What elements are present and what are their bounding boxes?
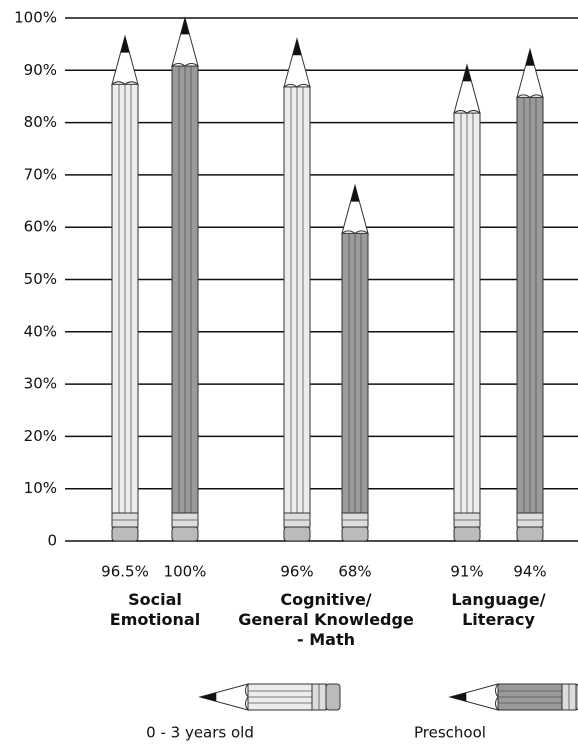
y-tick-label: 50%	[24, 270, 57, 288]
y-tick-label: 60%	[24, 218, 57, 236]
value-label: 100%	[164, 563, 207, 581]
y-tick-label: 100%	[14, 9, 57, 27]
y-tick-label: 0	[47, 532, 57, 550]
y-tick-label: 10%	[24, 479, 57, 497]
value-label: 94%	[513, 563, 546, 581]
legend-label: 0 - 3 years old	[146, 724, 254, 742]
legend-label: Preschool	[414, 724, 486, 742]
pencil-eraser	[284, 527, 310, 541]
y-tick-label: 20%	[24, 427, 57, 445]
pencil-eraser	[517, 527, 543, 541]
y-tick-label: 90%	[24, 61, 57, 79]
y-tick-label: 80%	[24, 113, 57, 131]
bar	[342, 185, 368, 541]
bar	[172, 18, 198, 541]
pencil-lead	[463, 65, 472, 81]
chart: 0 10% 20% 30% 40% 50% 60% 70% 80% 90% 100% 96.5% 100…	[0, 0, 578, 747]
pencil-lead	[293, 39, 302, 55]
legend-swatch	[200, 684, 340, 710]
y-tick-label: 40%	[24, 322, 57, 340]
pencil-eraser	[454, 527, 480, 541]
pencil-lead	[200, 693, 216, 702]
bar	[454, 65, 480, 541]
pencil-lead	[121, 36, 130, 52]
bar	[112, 36, 138, 541]
pencil-eraser	[112, 527, 138, 541]
pencil-eraser	[342, 527, 368, 541]
value-label: 68%	[338, 563, 371, 581]
x-tick-label: Social Emotional	[55, 590, 255, 630]
value-label: 91%	[450, 563, 483, 581]
x-tick-label: Cognitive/ General Knowledge - Math	[226, 590, 426, 650]
legend-swatch	[450, 684, 578, 710]
bar	[284, 39, 310, 541]
pencil-lead	[181, 18, 190, 34]
pencil-lead	[450, 693, 466, 702]
pencil-eraser	[172, 527, 198, 541]
pencil-lead	[526, 49, 535, 65]
value-label: 96.5%	[101, 563, 149, 581]
pencil-eraser	[326, 684, 340, 710]
value-label: 96%	[280, 563, 313, 581]
y-tick-label: 30%	[24, 375, 57, 393]
y-tick-label: 70%	[24, 165, 57, 183]
x-tick-label: Language/ Literacy	[399, 590, 578, 630]
pencil-lead	[351, 185, 360, 201]
bar	[517, 49, 543, 541]
